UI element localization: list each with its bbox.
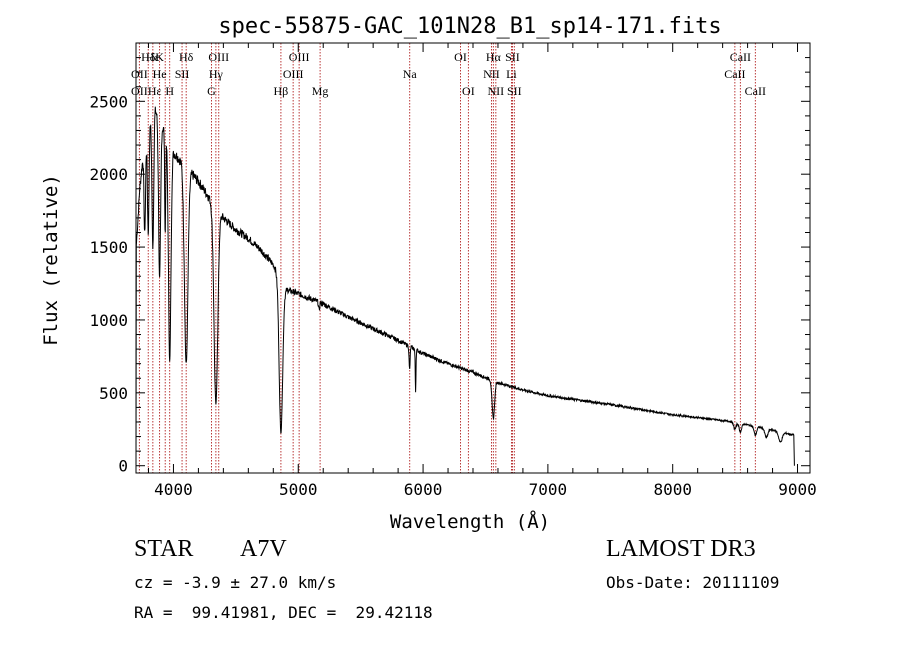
line-label: OIII (208, 50, 229, 64)
plot-frame (135, 42, 811, 474)
x-tick-label: 5000 (279, 480, 318, 499)
line-label: SII (507, 84, 522, 98)
line-label: Hδ (179, 50, 194, 64)
spectrum-line (135, 106, 795, 466)
x-tick-label: 8000 (653, 480, 692, 499)
y-tick-label: 2000 (89, 165, 128, 184)
line-label: Hε (148, 84, 162, 98)
y-tick-label: 1500 (89, 238, 128, 257)
line-label: Na (403, 67, 418, 81)
line-label: CaII (724, 67, 745, 81)
line-label: OI (462, 84, 475, 98)
line-label: He (153, 67, 167, 81)
x-tick-label: 7000 (529, 480, 568, 499)
x-tick-label: 9000 (778, 480, 817, 499)
line-label: SII (505, 50, 520, 64)
line-label: G (207, 84, 216, 98)
redshift-readout: cz = -3.9 ± 27.0 km/s (134, 573, 337, 592)
line-label: Hε (146, 50, 160, 64)
x-tick-label: 6000 (404, 480, 443, 499)
line-label: Hα (486, 50, 502, 64)
line-label: SII (175, 67, 190, 81)
chart-title: spec-55875-GAC_101N28_B1_sp14-171.fits (218, 14, 721, 39)
line-label: OIII (283, 67, 304, 81)
line-label: Hγ (209, 67, 224, 81)
x-axis-label: Wavelength (Å) (390, 510, 550, 533)
line-label: CaII (745, 84, 766, 98)
line-label: Hβ (274, 84, 289, 98)
y-tick-label: 1000 (89, 311, 128, 330)
line-label: H (165, 84, 174, 98)
line-label: OII (131, 84, 148, 98)
line-label: CaII (730, 50, 751, 64)
line-label: OIII (289, 50, 310, 64)
line-label: OI (454, 50, 467, 64)
line-marker-group (138, 43, 756, 473)
line-label: NII (483, 67, 500, 81)
line-label: K (155, 50, 164, 64)
y-tick-label: 500 (99, 384, 128, 403)
obs-date: Obs-Date: 20111109 (606, 573, 780, 592)
y-tick-label: 0 (118, 457, 128, 476)
line-label: NII (488, 84, 505, 98)
x-tick-label: 4000 (154, 480, 193, 499)
object-class: STAR (134, 536, 194, 562)
line-label: OII (131, 67, 148, 81)
x-axis: 4000 5000 6000 7000 8000 9000 (147, 43, 817, 499)
coordinates: RA = 99.41981, DEC = 29.42118 (134, 603, 433, 622)
line-label: Hδ (141, 50, 156, 64)
survey-label: LAMOST DR3 (606, 536, 756, 562)
y-tick-label: 2500 (89, 92, 128, 111)
spectrum-plot (135, 106, 795, 466)
y-axis: 0 500 1000 1500 2000 2500 (89, 57, 810, 476)
line-label: Li (506, 67, 517, 81)
line-label: Mg (312, 84, 329, 98)
y-axis-label: Flux (relative) (40, 174, 62, 346)
spectral-subclass: A7V (240, 536, 287, 562)
